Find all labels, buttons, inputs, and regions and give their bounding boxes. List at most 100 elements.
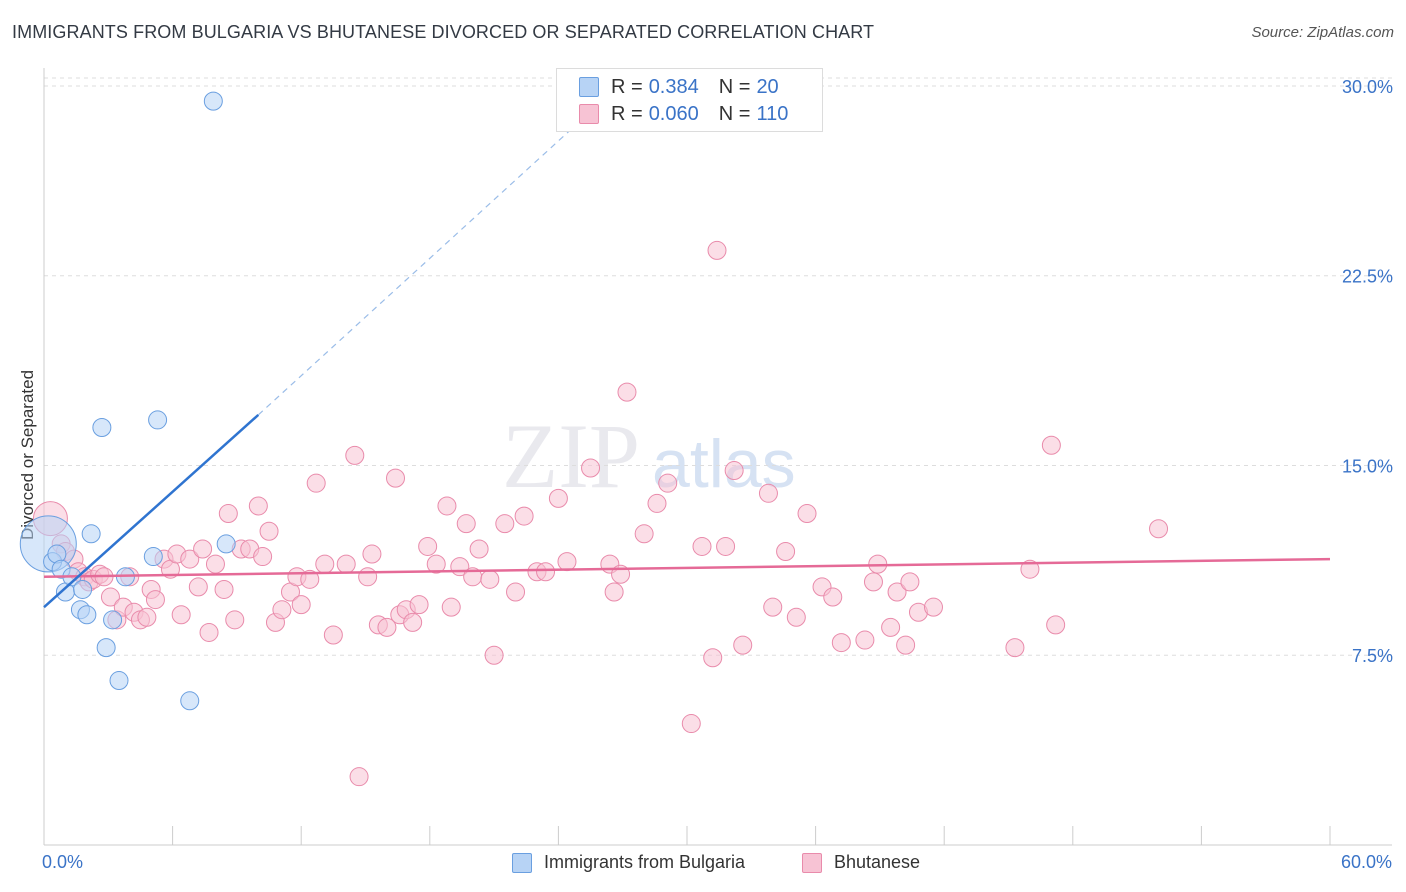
bhutanese-point (358, 567, 378, 587)
bhutanese-point (199, 622, 219, 642)
bhutanese-point (763, 597, 783, 617)
x-tick-label-min: 0.0% (42, 852, 84, 872)
bhutanese-point (300, 569, 320, 589)
bhutanese-point (145, 590, 165, 610)
y-tick-label: 15.0% (1342, 456, 1393, 476)
bhutanese-point (484, 645, 504, 665)
bhutanese-point (548, 488, 568, 508)
trend-lines (43, 120, 1331, 609)
bhutanese-point (1046, 615, 1066, 635)
bhutanese-point (426, 554, 446, 574)
y-tick-label: 7.5% (1352, 646, 1393, 666)
bhutanese-point (418, 536, 438, 556)
legend-label-bhutanese: Bhutanese (834, 852, 921, 872)
bhutanese-point (536, 562, 556, 582)
bhutanese-point (253, 547, 273, 567)
bhutanese-point (259, 521, 279, 541)
n-label: N = (718, 102, 751, 125)
bhutanese-point (386, 468, 406, 488)
bhutanese-point (692, 536, 712, 556)
bhutanese-point (923, 597, 943, 617)
bulgaria-point (216, 534, 236, 554)
bhutanese-point (456, 514, 476, 534)
bhutanese-point (214, 579, 234, 599)
bhutanese-point (831, 633, 851, 653)
bhutanese-point (345, 445, 365, 465)
bhutanese-point (634, 524, 654, 544)
bulgaria-point (103, 610, 123, 630)
bhutanese-point (218, 504, 238, 524)
bhutanese-point (409, 595, 429, 615)
chart-title: IMMIGRANTS FROM BULGARIA VS BHUTANESE DI… (12, 22, 875, 42)
bhutanese-point (797, 504, 817, 524)
bhutanese-point (881, 617, 901, 637)
bulgaria-trend-extension (257, 120, 581, 416)
bhutanese-point (681, 714, 701, 734)
bulgaria-trend-line (43, 413, 260, 609)
bhutanese-point (480, 569, 500, 589)
bhutanese-point (855, 630, 875, 650)
stats-legend-row-bhutanese: R = 0.060 N = 110 (579, 103, 788, 125)
bhutanese-point (336, 554, 356, 574)
bhutanese-point (441, 597, 461, 617)
legend-label-bulgaria: Immigrants from Bulgaria (544, 852, 746, 872)
bhutanese-point (171, 605, 191, 625)
bhutanese-point (863, 572, 883, 592)
bhutanese-point (315, 554, 335, 574)
bhutanese-point (1041, 435, 1061, 455)
bhutanese-point (617, 382, 637, 402)
bhutanese-point (1149, 519, 1169, 539)
x-axis-ticks (43, 826, 1331, 845)
bhutanese-point (362, 544, 382, 564)
bulgaria-point (92, 418, 112, 438)
bhutanese-point (896, 635, 916, 655)
bhutanese-point (703, 648, 723, 668)
bhutanese-point (306, 473, 326, 493)
bulgaria-point (81, 524, 101, 544)
bhutanese-point (225, 610, 245, 630)
axes (43, 68, 1392, 846)
n-label: N = (718, 75, 751, 98)
r-value-bhutanese: 0.060 (648, 102, 699, 125)
bhutanese-point (887, 582, 907, 602)
legend-item-bulgaria: Immigrants from Bulgaria (512, 852, 745, 873)
bhutanese-point (557, 552, 577, 572)
bhutanese-point (658, 473, 678, 493)
bulgaria-point (203, 91, 223, 111)
bhutanese-swatch (579, 104, 599, 124)
r-label: R = (611, 75, 643, 98)
r-value-bulgaria: 0.384 (648, 75, 699, 98)
bulgaria-point (96, 638, 116, 658)
bhutanese-point (647, 493, 667, 513)
bhutanese-point (469, 539, 489, 559)
bulgaria-swatch (579, 77, 599, 97)
bhutanese-points (32, 240, 1169, 787)
bhutanese-point (188, 577, 208, 597)
bulgaria-point (143, 547, 163, 567)
y-tick-label: 22.5% (1342, 267, 1393, 287)
stats-legend: R = 0.384 N = 20 R = 0.060 N = 110 (556, 68, 823, 132)
bulgaria-point (109, 671, 129, 691)
n-value-bulgaria: 20 (756, 75, 779, 98)
bulgaria-points (19, 91, 236, 711)
bhutanese-point (786, 607, 806, 627)
legend-item-bhutanese: Bhutanese (802, 852, 920, 873)
bhutanese-point (272, 600, 292, 620)
bhutanese-point (193, 539, 213, 559)
bulgaria-point (180, 691, 200, 711)
n-value-bhutanese: 110 (756, 102, 789, 125)
bhutanese-point (205, 554, 225, 574)
r-label: R = (611, 102, 643, 125)
bhutanese-point (1020, 559, 1040, 579)
bhutanese-point (716, 536, 736, 556)
bhutanese-point (291, 595, 311, 615)
bhutanese-point (581, 458, 601, 478)
bhutanese-point (514, 506, 534, 526)
bhutanese-point (100, 587, 120, 607)
bhutanese-legend-swatch (802, 852, 822, 873)
bulgaria-point (73, 579, 93, 599)
bhutanese-point (900, 572, 920, 592)
bhutanese-point (180, 549, 200, 569)
y-tick-label: 30.0% (1342, 77, 1393, 97)
bhutanese-point (758, 483, 778, 503)
